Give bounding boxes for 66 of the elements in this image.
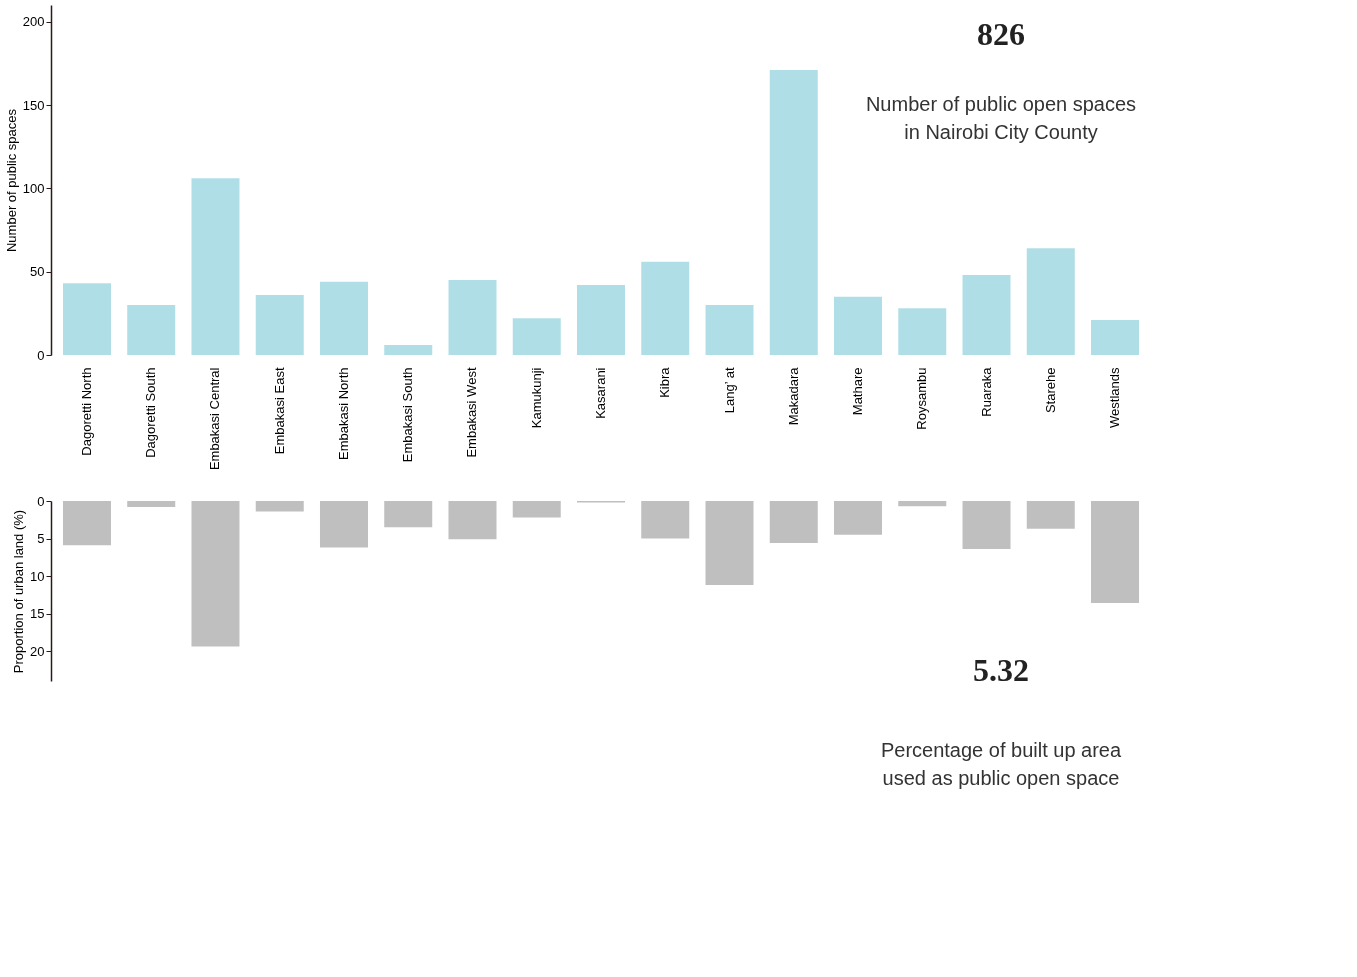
bar: [705, 305, 754, 355]
x-tick-label: Roysambu: [914, 367, 930, 430]
bar: [127, 305, 176, 355]
bar: [191, 501, 240, 647]
bar: [1091, 501, 1140, 603]
bar: [448, 501, 497, 540]
bar: [834, 501, 883, 535]
y-tick-label: 20: [30, 643, 45, 659]
x-tick-label: Starehe: [1042, 367, 1058, 414]
bar: [1026, 248, 1075, 355]
bar: [62, 283, 111, 355]
bar: [898, 308, 947, 355]
bar: [769, 70, 818, 355]
bar: [769, 501, 818, 543]
bar: [127, 501, 176, 507]
x-tick-label: Kasarani: [593, 367, 608, 419]
bar: [962, 275, 1011, 355]
y-tick-label: 5: [37, 531, 45, 546]
annotation: 5.32: [973, 652, 1029, 688]
bar: [255, 295, 304, 355]
bar: [1026, 501, 1075, 529]
bar: [319, 501, 368, 548]
annotation: Number of public open spaces in Nairobi City County: [865, 93, 1137, 143]
x-tick-label: Mathare: [850, 367, 866, 416]
x-tick-label: Ruaraka: [978, 366, 994, 417]
x-tick-label: Embakasi North: [335, 367, 351, 460]
bar: [255, 501, 304, 512]
y-tick-label: 200: [22, 14, 45, 30]
y-tick-label: 0: [37, 347, 45, 363]
bar: [962, 501, 1011, 549]
bar: [641, 261, 690, 355]
x-tick-label: Embakasi South: [400, 367, 416, 463]
bar: [1091, 320, 1140, 355]
x-tick-label: Westlands: [1107, 367, 1123, 428]
y-tick-label: 100: [22, 180, 45, 196]
x-tick-label: Embakasi Central: [207, 367, 223, 471]
bar: [641, 501, 690, 539]
bar: [384, 501, 433, 528]
bar: [705, 501, 754, 585]
bar: [512, 501, 561, 518]
x-tick-label: Dagoretti North: [78, 367, 94, 456]
annotation: 826: [977, 16, 1025, 52]
text: Percentage of built up area used as public open space: [880, 739, 1122, 789]
y-axis-title: Number of public spaces: [3, 108, 19, 253]
bar: [512, 318, 561, 355]
y-tick-label: 0: [37, 493, 45, 509]
x-tick-label: Makadara: [785, 366, 801, 426]
y-tick-label: 10: [30, 568, 45, 584]
y-tick-label: 150: [22, 97, 45, 113]
x-tick-label: Embakasi East: [271, 367, 287, 455]
x-tick-label: Embakasi West: [464, 367, 480, 458]
bar: [577, 285, 625, 355]
bar: [319, 281, 368, 355]
bar: [898, 501, 947, 507]
bar: [834, 296, 883, 355]
y-tick-label: 15: [30, 606, 45, 621]
x-tick-label: Kamukunji: [528, 367, 544, 429]
x-tick-label: Dagoretti South: [143, 367, 159, 458]
bar: [384, 345, 433, 355]
x-tick-label: Kibra: [657, 366, 673, 398]
y-axis-title: Proportion of urban land (%): [11, 509, 27, 674]
bar: [191, 178, 240, 355]
bar: [62, 501, 111, 546]
x-tick-label: Lang’ at: [721, 367, 737, 414]
y-tick-label: 50: [30, 264, 45, 280]
bar: [448, 280, 497, 355]
